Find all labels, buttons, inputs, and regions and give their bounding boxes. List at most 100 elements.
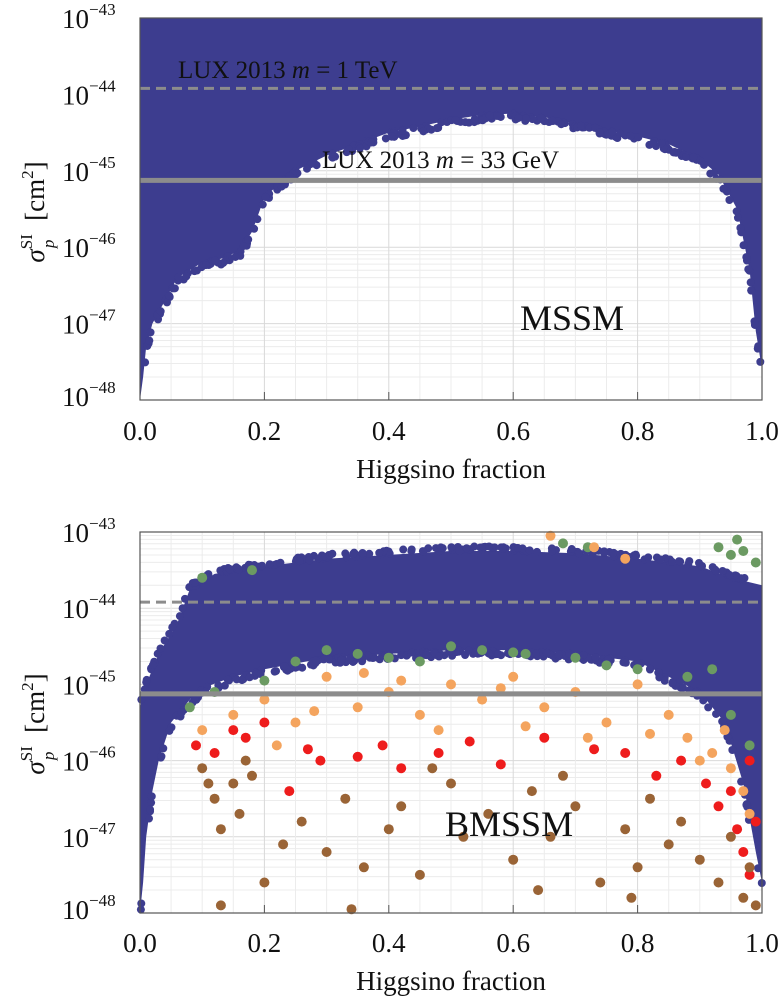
scatter-point [744, 740, 755, 751]
scatter-point [645, 728, 655, 739]
scatter-point [495, 759, 506, 770]
scatter-point [601, 717, 612, 728]
region-edge-point [147, 798, 156, 807]
region-edge-point [626, 131, 635, 140]
scatter-point [620, 824, 631, 835]
scatter-point [701, 778, 711, 789]
region-edge-point [462, 544, 471, 553]
scatter-point [346, 904, 357, 915]
region-edge-point [305, 556, 314, 565]
scatter-point [215, 900, 226, 911]
region-edge-point [177, 708, 186, 717]
scatter-region-fill [140, 18, 762, 400]
region-edge-point [608, 128, 617, 137]
region-edge-point [261, 192, 270, 201]
region-edge-point [250, 224, 259, 233]
region-edge-point [165, 726, 174, 735]
region-edge-point [144, 814, 153, 823]
scatter-point [526, 786, 537, 797]
scatter-point [626, 892, 637, 903]
scatter-point [358, 668, 369, 678]
region-edge-point [366, 138, 375, 147]
limit-line-label: LUX 2013 m = 1 TeV [178, 57, 398, 84]
region-edge-point [324, 655, 333, 664]
region-edge-point [470, 115, 479, 124]
region-edge-point [685, 557, 694, 566]
region-edge-point [548, 547, 557, 556]
region-edge-point [277, 182, 286, 191]
region-edge-point [733, 213, 742, 222]
scatter-point [271, 740, 282, 751]
region-edge-point [737, 228, 746, 237]
scatter-point [570, 652, 581, 663]
x-axis-label: Higgsino fraction [356, 454, 546, 484]
scatter-point [383, 652, 394, 663]
region-edge-point [165, 629, 174, 638]
scatter-point [508, 647, 519, 658]
region-edge-point [694, 558, 703, 567]
scatter-point [738, 892, 749, 903]
region-edge-point [168, 284, 177, 293]
region-edge-point [407, 545, 416, 554]
region-edge-point [136, 905, 145, 914]
region-edge-point [311, 656, 320, 665]
scatter-point [533, 885, 544, 896]
scatter-point [247, 565, 257, 576]
scatter-point [694, 755, 705, 766]
region-edge-point [532, 547, 541, 556]
region-edge-point [746, 278, 755, 287]
scatter-point [545, 831, 556, 842]
region-edge-point [159, 744, 168, 753]
scatter-point [433, 748, 444, 758]
region-edge-point [239, 242, 248, 251]
region-edge-point [295, 557, 304, 566]
region-edge-point [718, 566, 727, 575]
region-edge-point [419, 547, 428, 556]
bmssm-panel: 0.0 0.2 0.4 0.6 0.8 1.0 10−4310−4410−4510−461… [17, 514, 779, 996]
region-edge-point [220, 681, 229, 690]
scatter-point [744, 808, 755, 819]
region-edge-point [711, 567, 720, 576]
region-edge-point [532, 649, 541, 658]
region-edge-point [461, 118, 470, 127]
scatter-point [713, 542, 724, 553]
region-edge-point [718, 717, 727, 726]
region-edge-point [513, 544, 522, 553]
scatter-point [589, 542, 600, 553]
region-edge-point [245, 673, 254, 682]
region-edge-point [616, 129, 625, 138]
scatter-point [738, 786, 749, 797]
region-edge-point [162, 298, 171, 307]
panel-label: BMSSM [445, 804, 573, 844]
scatter-point [464, 736, 475, 747]
scatter-point [725, 786, 736, 797]
region-edge-point [148, 661, 157, 670]
region-edge-point [591, 653, 600, 662]
scatter-point [719, 725, 730, 736]
region-edge-point [728, 745, 737, 754]
x-tick-label: 0.8 [621, 416, 655, 446]
scatter-point [433, 725, 444, 736]
region-edge-point [211, 256, 220, 265]
scatter-point [676, 755, 687, 766]
scatter-point [290, 717, 301, 728]
scatter-point [508, 854, 519, 865]
scatter-point [477, 694, 488, 705]
scatter-point [663, 709, 674, 720]
plot-frame-border [139, 17, 763, 401]
region-edge-point [137, 899, 146, 908]
scatter-point [651, 770, 662, 781]
y-tick-label: 10−45 [62, 153, 116, 187]
scatter-point [203, 778, 214, 789]
region-edge-point [754, 864, 763, 873]
limit-line-label: LUX 2013 m = 33 GeV [322, 147, 559, 174]
scatter-point [744, 869, 755, 880]
scatter-point [508, 671, 519, 682]
scatter-point [738, 546, 749, 556]
region-edge-point [165, 291, 174, 300]
region-edge-point [479, 543, 488, 552]
region-edge-point [346, 653, 355, 662]
scatter-point [215, 824, 226, 835]
scatter-point [744, 755, 755, 766]
region-edge-point [419, 127, 428, 136]
